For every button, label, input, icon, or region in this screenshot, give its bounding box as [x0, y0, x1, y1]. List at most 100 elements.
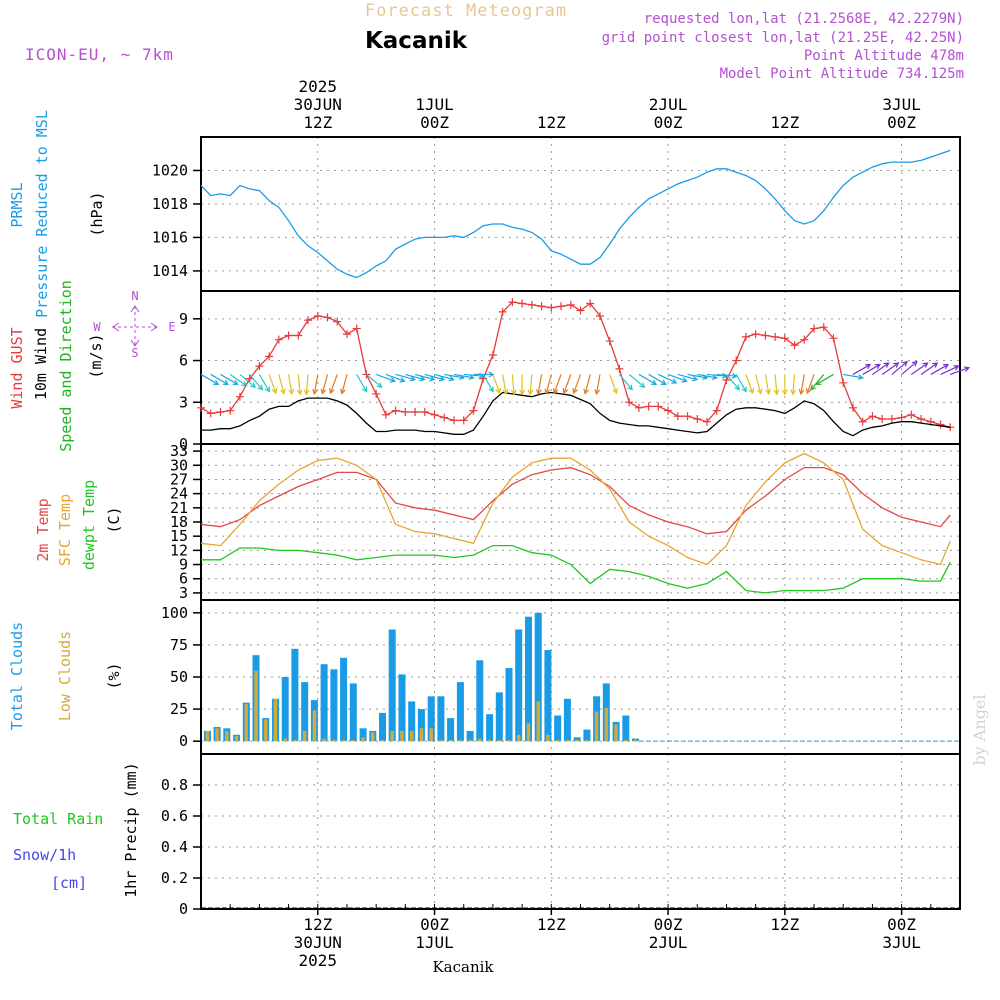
- wind-gust-point: [226, 406, 235, 415]
- panel-frame-precip: [200, 753, 961, 910]
- y-tick-label: 6: [179, 352, 188, 370]
- low-cloud-bar: [565, 739, 570, 742]
- wind-direction-arrow: [677, 373, 698, 381]
- y-tick-label: 50: [170, 668, 188, 686]
- wind-gust-point: [907, 410, 916, 419]
- low-cloud-bar: [371, 732, 375, 742]
- wind-gust-point: [420, 408, 429, 417]
- wind-gust-point: [839, 378, 848, 387]
- wind-direction-arrowhead: [612, 388, 618, 395]
- total-cloud-bar: [330, 669, 338, 742]
- panel-label-temperature: 2m Temp: [34, 498, 52, 561]
- wind-direction-arrowhead: [805, 388, 812, 395]
- low-cloud-bar: [254, 670, 258, 742]
- total-cloud-bar: [359, 728, 367, 742]
- total-cloud-bar: [301, 682, 309, 742]
- wind-direction-arrow: [920, 362, 938, 375]
- wind-direction-arrow: [806, 374, 815, 394]
- low-cloud-bar: [361, 737, 365, 742]
- low-cloud-bar: [497, 739, 501, 742]
- y-tick-label: 1016: [152, 228, 188, 246]
- wind-direction-arrow: [210, 373, 229, 385]
- wind-gust-point: [469, 406, 478, 415]
- wind-gust-point: [265, 352, 274, 361]
- wind-direction-arrowhead: [376, 382, 383, 388]
- total-cloud-bar: [320, 664, 328, 742]
- wind-gust-point: [245, 374, 254, 383]
- wind-direction-arrow: [313, 374, 319, 395]
- wind-direction-arrowhead: [264, 386, 270, 393]
- wind-direction-arrow: [618, 374, 633, 391]
- wind-gust-point: [430, 410, 439, 419]
- low-cloud-bar: [400, 730, 404, 742]
- wind-direction-arrow: [881, 362, 899, 375]
- snow-unit-label: [cm]: [51, 874, 87, 892]
- wind-gust-point: [654, 402, 663, 411]
- wind-direction-arrowhead: [963, 366, 971, 372]
- wind-gust-point: [790, 341, 799, 350]
- wind-gust-point: [342, 330, 351, 339]
- wind-gust-point: [333, 317, 342, 326]
- low-cloud-bar: [225, 730, 229, 742]
- wind-direction-arrowhead: [329, 388, 335, 395]
- y-tick-label: 0: [179, 732, 188, 750]
- wind-direction-arrow: [800, 374, 805, 395]
- low-cloud-bar: [312, 710, 317, 742]
- panel-label-wind: Speed and Direction: [57, 280, 75, 452]
- low-cloud-bar: [273, 698, 278, 742]
- wind-gust-point: [576, 306, 585, 315]
- top-time-label: 00Z: [887, 113, 916, 132]
- bottom-time-label: 12Z: [537, 915, 566, 934]
- low-cloud-bar: [468, 739, 472, 742]
- total-cloud-bar: [447, 718, 455, 742]
- wind-direction-arrow: [950, 367, 970, 376]
- watermark: by Angel: [970, 694, 989, 765]
- wind-direction-arrowhead: [409, 375, 416, 382]
- wind-direction-arrow: [444, 373, 464, 379]
- grid-point: grid point closest lon,lat (21.25E, 42.2…: [602, 30, 964, 46]
- wind-direction-arrow: [537, 374, 543, 395]
- low-cloud-bar: [614, 724, 618, 742]
- wind-gust-point: [810, 324, 819, 333]
- low-cloud-bar: [390, 730, 394, 742]
- y-tick-label: 3: [179, 584, 188, 602]
- bottom-time-label: 30JUN: [294, 933, 342, 952]
- wind-direction-arrow: [891, 361, 908, 375]
- top-time-label: 00Z: [420, 113, 449, 132]
- wind-gust-point: [557, 302, 566, 311]
- wind-direction-arrow: [395, 373, 415, 381]
- wind-direction-arrowhead: [552, 388, 559, 395]
- wind-direction-arrow: [697, 373, 717, 379]
- low-cloud-bar: [205, 730, 210, 742]
- low-cloud-bar: [380, 739, 385, 742]
- wind-direction-arrowhead: [303, 389, 310, 396]
- y-tick-label: 6: [179, 570, 188, 588]
- wind-direction-arrow: [453, 373, 474, 379]
- wind-gust-point: [625, 398, 634, 407]
- product-title: Forecast Meteogram: [365, 1, 567, 21]
- wind-gust-point: [634, 403, 643, 412]
- wind-gust-point: [712, 406, 721, 415]
- wind-gust-point: [771, 332, 780, 341]
- location-title: Kacanik: [365, 28, 468, 54]
- wind-gust-point: [518, 299, 527, 308]
- wind-direction-arrowhead: [288, 389, 295, 396]
- requested-point: requested lon,lat (21.2568E, 42.2279N): [644, 11, 964, 27]
- chart-marks: [197, 149, 971, 909]
- wind-gust-point: [917, 414, 926, 423]
- wind-direction-arrowhead: [671, 378, 678, 384]
- panel-label-clouds: Low Clouds: [56, 631, 74, 721]
- wind-direction-arrow: [375, 373, 395, 382]
- y-tick-label: 3: [179, 393, 188, 411]
- wind-direction-arrow: [609, 374, 618, 394]
- wind-gust-line: [200, 301, 951, 428]
- prmsl-line: [200, 149, 951, 279]
- low-cloud-bar: [507, 739, 511, 742]
- wind-direction-arrow: [239, 373, 256, 388]
- wind-direction-arrowhead: [213, 379, 220, 385]
- y-tick-label: 1020: [152, 161, 188, 179]
- compass-arrows-icon: [112, 305, 158, 347]
- low-cloud-bar: [517, 734, 521, 742]
- footer-location: Kacanik: [432, 958, 494, 976]
- wind-gust-point: [722, 376, 731, 385]
